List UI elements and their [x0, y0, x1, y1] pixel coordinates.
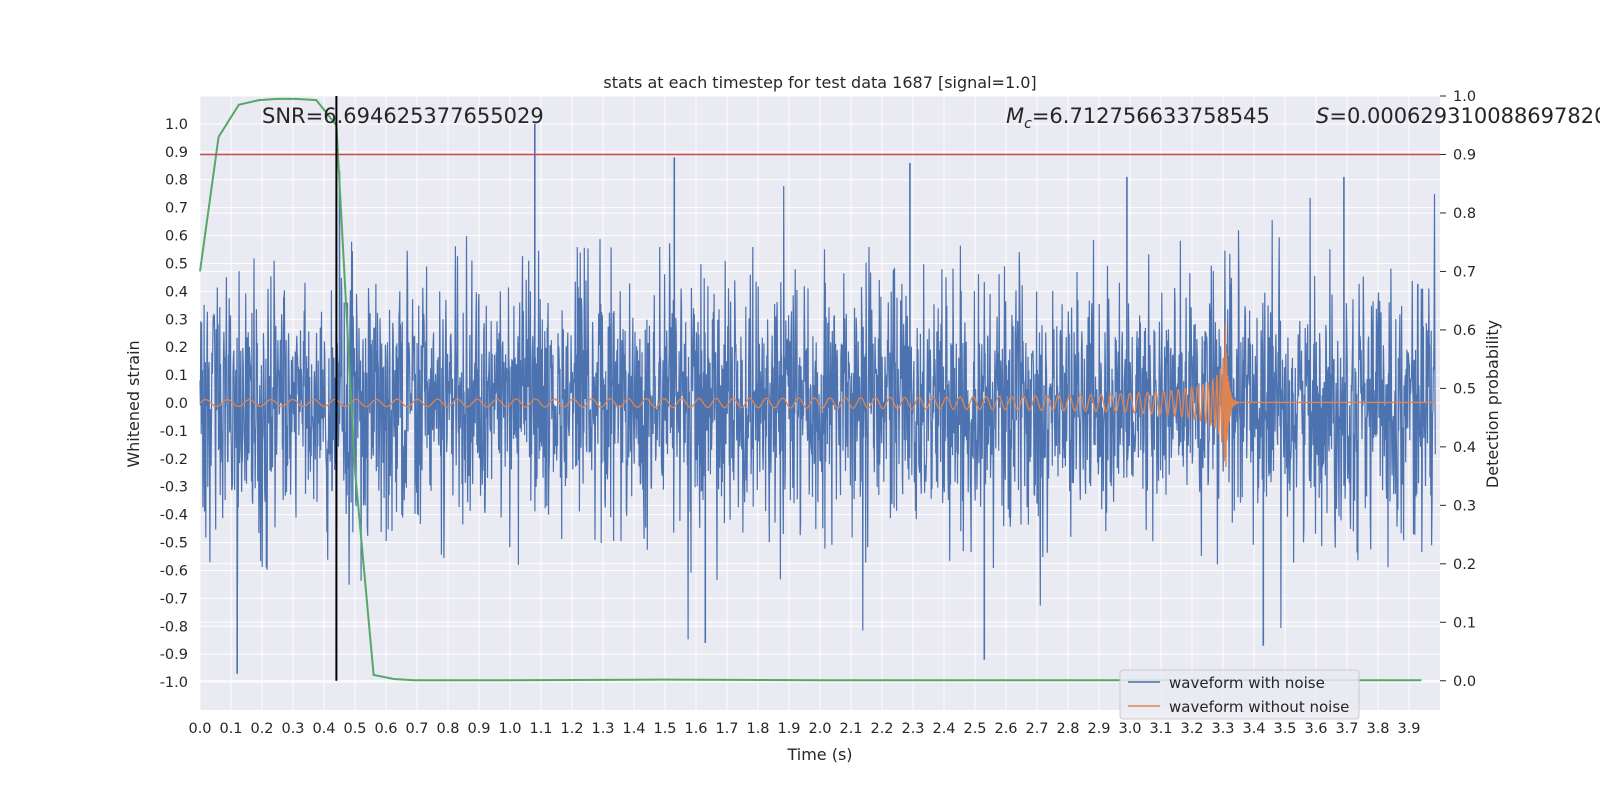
x-tick-label: 3.0 [1118, 721, 1141, 737]
y-tick-label: 0.7 [165, 201, 188, 217]
x-tick-label: 0.3 [281, 721, 304, 737]
y-tick-label: 0.5 [165, 256, 188, 272]
series-detection-probability [199, 97, 1422, 682]
y-tick-label: -0.8 [160, 619, 188, 635]
y-tick-label: -0.3 [160, 480, 188, 496]
x-tick-label: 2.1 [839, 721, 862, 737]
y2-tick-label: 0.8 [1453, 206, 1476, 222]
y-tick-label: -1.0 [160, 675, 188, 691]
y-tick-label: 0.4 [165, 284, 188, 300]
y2-axis-ticks: 1.0 0.9 0.8 0.7 0.6 0.5 0.4 0.3 0.2 0.1 0.0 [1440, 89, 1476, 690]
x-tick-label: 2.9 [1087, 721, 1110, 737]
series-waveform-without-noise [199, 322, 1436, 468]
x-tick-label: 2.7 [1025, 721, 1048, 737]
x-tick-label: 0.1 [219, 721, 242, 737]
x-tick-label: 2.2 [870, 721, 893, 737]
x-tick-label: 2.6 [994, 721, 1017, 737]
chirp-mass-symbol: M [1006, 104, 1024, 128]
y-axis-ticks: 1.0 0.9 0.8 0.7 0.6 0.5 0.4 0.3 0.2 0.1 0.0 -0.1 -0.… [160, 117, 188, 691]
legend: waveform with noise waveform without noi… [1119, 669, 1360, 720]
y2-tick-label: 0.5 [1453, 381, 1476, 397]
y2-tick-label: 0.1 [1453, 615, 1476, 631]
x-tick-label: 2.8 [1056, 721, 1079, 737]
legend-label-waveform-with-noise: waveform with noise [1169, 674, 1325, 692]
x-tick-label: 3.2 [1180, 721, 1203, 737]
y-tick-label: -0.5 [160, 536, 188, 552]
legend-box [1119, 669, 1360, 720]
x-tick-label: 1.2 [560, 721, 583, 737]
y-tick-label: 0.0 [165, 396, 188, 412]
x-tick-label: 1.0 [498, 721, 521, 737]
x-tick-label: 3.4 [1242, 721, 1265, 737]
s-symbol: S [1316, 104, 1329, 128]
x-tick-label: 2.0 [808, 721, 831, 737]
x-tick-label: 1.9 [777, 721, 800, 737]
x-tick-label: 0.8 [436, 721, 459, 737]
x-tick-label: 0.5 [343, 721, 366, 737]
y2-tick-label: 0.6 [1453, 323, 1476, 339]
line-detection-probability [199, 97, 1422, 682]
x-tick-label: 0.7 [405, 721, 428, 737]
y2-tick-label: 1.0 [1453, 89, 1476, 105]
y2-tick-label: 0.3 [1453, 498, 1476, 514]
x-tick-label: 1.5 [653, 721, 676, 737]
x-axis-label: Time (s) [786, 745, 852, 764]
x-tick-label: 3.5 [1273, 721, 1296, 737]
series-waveform-with-noise [199, 123, 1436, 674]
x-tick-label: 3.9 [1397, 721, 1420, 737]
y2-tick-label: 0.9 [1453, 147, 1476, 163]
chirp-mass-subscript: c [1024, 116, 1032, 132]
legend-label-waveform-without-noise: waveform without noise [1169, 698, 1349, 716]
y-tick-label: 1.0 [165, 117, 188, 133]
x-tick-label: 1.8 [746, 721, 769, 737]
chirp-mass-value: =6.712756633758545 [1032, 104, 1270, 128]
y2-tick-label: 0.7 [1453, 264, 1476, 280]
x-tick-label: 0.4 [312, 721, 335, 737]
x-tick-label: 1.1 [529, 721, 552, 737]
x-tick-label: 2.5 [963, 721, 986, 737]
s-annotation: S=0.0006293100886978209 [1316, 104, 1600, 128]
x-tick-label: 1.7 [715, 721, 738, 737]
y-tick-label: 0.6 [165, 229, 188, 245]
x-tick-label: 1.6 [684, 721, 707, 737]
y-tick-label: -0.4 [160, 508, 188, 524]
x-tick-label: 0.6 [374, 721, 397, 737]
x-tick-label: 0.2 [250, 721, 273, 737]
y-tick-label: -0.1 [160, 424, 188, 440]
s-value: =0.0006293100886978209 [1329, 104, 1600, 128]
y-axis-label: Whitened strain [124, 340, 143, 467]
y-tick-label: -0.6 [160, 563, 188, 579]
x-tick-label: 2.3 [901, 721, 924, 737]
y-tick-label: 0.2 [165, 340, 188, 356]
snr-annotation: SNR=6.694625377655029 [262, 104, 544, 128]
x-axis-ticks: 0.0 0.1 0.2 0.3 0.4 0.5 0.6 0.7 0.8 0.9 1.0 1.1 1.2 1… [188, 721, 1420, 737]
y-tick-label: -0.2 [160, 452, 188, 468]
y-tick-label: 0.8 [165, 173, 188, 189]
y2-tick-label: 0.4 [1453, 440, 1476, 456]
x-tick-label: 1.4 [622, 721, 645, 737]
y2-tick-label: 0.2 [1453, 557, 1476, 573]
chirp-mass-annotation: Mc=6.712756633758545 [1006, 104, 1270, 132]
reference-lines [200, 96, 1440, 681]
y2-tick-label: 0.0 [1453, 674, 1476, 690]
x-tick-label: 2.4 [932, 721, 955, 737]
x-tick-label: 3.6 [1304, 721, 1327, 737]
y-tick-label: 0.1 [165, 368, 188, 384]
y-tick-label: 0.9 [165, 145, 188, 161]
y2-axis-label: Detection probability [1483, 320, 1502, 488]
y-tick-label: -0.9 [160, 647, 188, 663]
x-tick-label: 3.1 [1149, 721, 1172, 737]
x-tick-label: 0.9 [467, 721, 490, 737]
x-tick-label: 3.8 [1366, 721, 1389, 737]
chart-title: stats at each timestep for test data 168… [603, 73, 1036, 92]
y-tick-label: 0.3 [165, 312, 188, 328]
x-tick-label: 3.3 [1211, 721, 1234, 737]
line-waveform-without-noise [199, 322, 1436, 468]
x-tick-label: 0.0 [188, 721, 211, 737]
x-tick-label: 3.7 [1335, 721, 1358, 737]
y-tick-label: -0.7 [160, 591, 188, 607]
x-tick-label: 1.3 [591, 721, 614, 737]
